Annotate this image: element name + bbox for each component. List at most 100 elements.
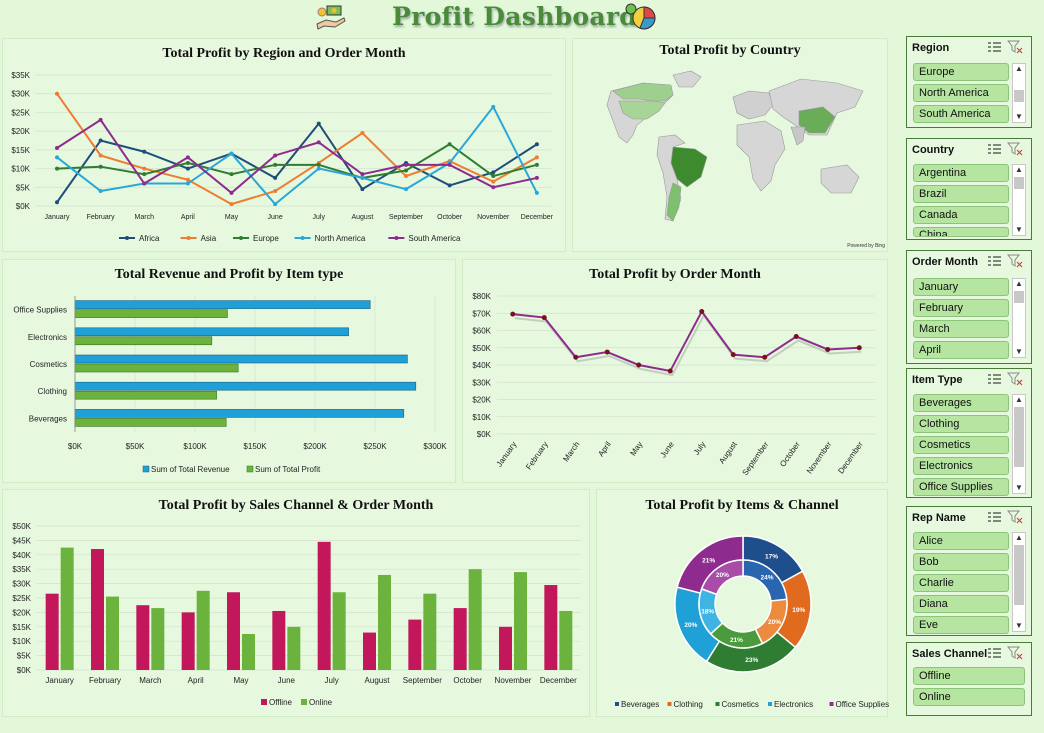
data-point	[185, 177, 190, 182]
slicer-item-office-supplies[interactable]: Office Supplies	[913, 478, 1009, 496]
slicer-item-charlie[interactable]: Charlie	[913, 574, 1009, 592]
multi-select-icon[interactable]	[987, 254, 1003, 268]
data-point	[273, 175, 278, 180]
slicer-item-canada[interactable]: Canada	[913, 206, 1009, 224]
map-europe	[732, 90, 774, 120]
region-slicer[interactable]: Region Europe North America South Americ…	[906, 36, 1032, 128]
y-tick-label: $10K	[472, 413, 491, 422]
slicer-item-alice[interactable]: Alice	[913, 532, 1009, 550]
clear-filter-icon[interactable]	[1007, 372, 1023, 386]
inner-ring-slice	[700, 559, 744, 596]
slicer-title: Order Month	[912, 256, 978, 268]
scroll-up-icon[interactable]: ▲	[1015, 395, 1023, 404]
x-tick-label: April	[181, 214, 195, 221]
scroll-up-icon[interactable]: ▲	[1015, 165, 1023, 174]
data-point	[793, 334, 799, 340]
slicer-item-march[interactable]: March	[913, 320, 1009, 338]
slicer-item-europe[interactable]: Europe	[913, 63, 1009, 81]
slicer-item-february[interactable]: February	[913, 299, 1009, 317]
y-tick-label: $20K	[12, 608, 31, 617]
sales-channel-slicer[interactable]: Sales Channel Offline Online	[906, 642, 1032, 716]
data-point	[273, 162, 278, 167]
slicer-item-diana[interactable]: Diana	[913, 595, 1009, 613]
data-point	[491, 104, 496, 109]
scroll-up-icon[interactable]: ▲	[1015, 64, 1023, 73]
slicer-scrollbar[interactable]: ▲ ▼	[1012, 532, 1026, 632]
slicer-item-south-america[interactable]: South America	[913, 105, 1009, 123]
data-point	[573, 354, 579, 360]
series-line-asia	[56, 93, 538, 206]
slicer-item-brazil[interactable]: Brazil	[913, 185, 1009, 203]
y-tick-label: $15K	[12, 623, 31, 632]
x-tick-label: December	[521, 214, 554, 221]
order-month-title: Total Profit by Order Month	[589, 267, 761, 282]
item-type-slicer[interactable]: Item Type Beverages Clothing Cosmetics E…	[906, 368, 1032, 498]
clear-filter-icon[interactable]	[1007, 142, 1023, 156]
slicer-item-january[interactable]: January	[913, 278, 1009, 296]
x-tick-label: March	[139, 676, 161, 685]
slicer-scrollbar[interactable]: ▲ ▼	[1012, 164, 1026, 236]
legend-swatch	[261, 699, 267, 705]
slicer-item-north-america[interactable]: North America	[913, 84, 1009, 102]
slicer-item-clothing[interactable]: Clothing	[913, 415, 1009, 433]
country-slicer[interactable]: Country Argentina Brazil Canada China ▲ ▼	[906, 138, 1032, 240]
slicer-item-online[interactable]: Online	[913, 688, 1025, 706]
y-tick-label: $0K	[17, 666, 32, 675]
x-tick-label: January	[45, 676, 73, 685]
slicer-item-eve[interactable]: Eve	[913, 616, 1009, 634]
x-tick-label: October	[778, 440, 802, 469]
y-tick-label: $5K	[16, 183, 31, 192]
y-tick-label: $30K	[12, 580, 31, 589]
slicer-item-argentina[interactable]: Argentina	[913, 164, 1009, 182]
country-map-title: Total Profit by Country	[659, 43, 801, 58]
clear-filter-icon[interactable]	[1007, 646, 1023, 660]
clear-filter-icon[interactable]	[1007, 510, 1023, 524]
data-point	[534, 142, 539, 147]
country-map-panel: Total Profit by Country Powered by Bing	[572, 38, 888, 252]
multi-select-icon[interactable]	[987, 142, 1003, 156]
scroll-down-icon[interactable]: ▼	[1015, 347, 1023, 356]
order-month-slicer[interactable]: Order Month January February March April…	[906, 250, 1032, 364]
scroll-down-icon[interactable]: ▼	[1015, 483, 1023, 492]
legend-label: Electronics	[774, 700, 813, 709]
slicer-title: Country	[912, 144, 955, 156]
slice-label: 19%	[792, 607, 805, 614]
revenue-bar	[74, 409, 405, 418]
slicer-scrollbar[interactable]: ▲ ▼	[1012, 278, 1026, 358]
slicer-item-cosmetics[interactable]: Cosmetics	[913, 436, 1009, 454]
scroll-down-icon[interactable]: ▼	[1015, 621, 1023, 630]
clear-filter-icon[interactable]	[1007, 40, 1023, 54]
scroll-up-icon[interactable]: ▲	[1015, 533, 1023, 542]
slicer-item-april[interactable]: April	[913, 341, 1009, 359]
legend-label: Sum of Total Profit	[255, 465, 321, 474]
offline-bar	[227, 592, 240, 670]
slicer-item-bob[interactable]: Bob	[913, 553, 1009, 571]
items-channel-panel: Total Profit by Items & Channel 17% 19% 23…	[596, 489, 889, 717]
channel-month-panel: Total Profit by Sales Channel & Order Mo…	[2, 489, 590, 717]
slicer-scrollbar[interactable]: ▲ ▼	[1012, 63, 1026, 123]
slice-label: 20%	[716, 572, 729, 579]
multi-select-icon[interactable]	[987, 646, 1003, 660]
multi-select-icon[interactable]	[987, 510, 1003, 524]
slicer-item-china[interactable]: China	[913, 227, 1009, 237]
slicer-item-offline[interactable]: Offline	[913, 667, 1025, 685]
clear-filter-icon[interactable]	[1007, 254, 1023, 268]
slice-label: 21%	[702, 557, 715, 564]
data-point	[98, 117, 103, 122]
scroll-down-icon[interactable]: ▼	[1015, 225, 1023, 234]
rep-name-slicer[interactable]: Rep Name Alice Bob Charlie Diana Eve ▲ ▼	[906, 506, 1032, 636]
slicer-scrollbar[interactable]: ▲ ▼	[1012, 394, 1026, 494]
data-point	[762, 354, 768, 360]
data-point	[541, 315, 547, 321]
legend-label: Offline	[269, 698, 293, 707]
slicer-item-beverages[interactable]: Beverages	[913, 394, 1009, 412]
x-tick-label: July	[313, 214, 326, 221]
multi-select-icon[interactable]	[987, 40, 1003, 54]
legend-label: Online	[309, 698, 333, 707]
slicer-item-electronics[interactable]: Electronics	[913, 457, 1009, 475]
dashboard-title: Profit Dashboard	[392, 2, 638, 31]
scroll-up-icon[interactable]: ▲	[1015, 279, 1023, 288]
legend-label: Sum of Total Revenue	[151, 465, 230, 474]
scroll-down-icon[interactable]: ▼	[1015, 112, 1023, 121]
multi-select-icon[interactable]	[987, 372, 1003, 386]
